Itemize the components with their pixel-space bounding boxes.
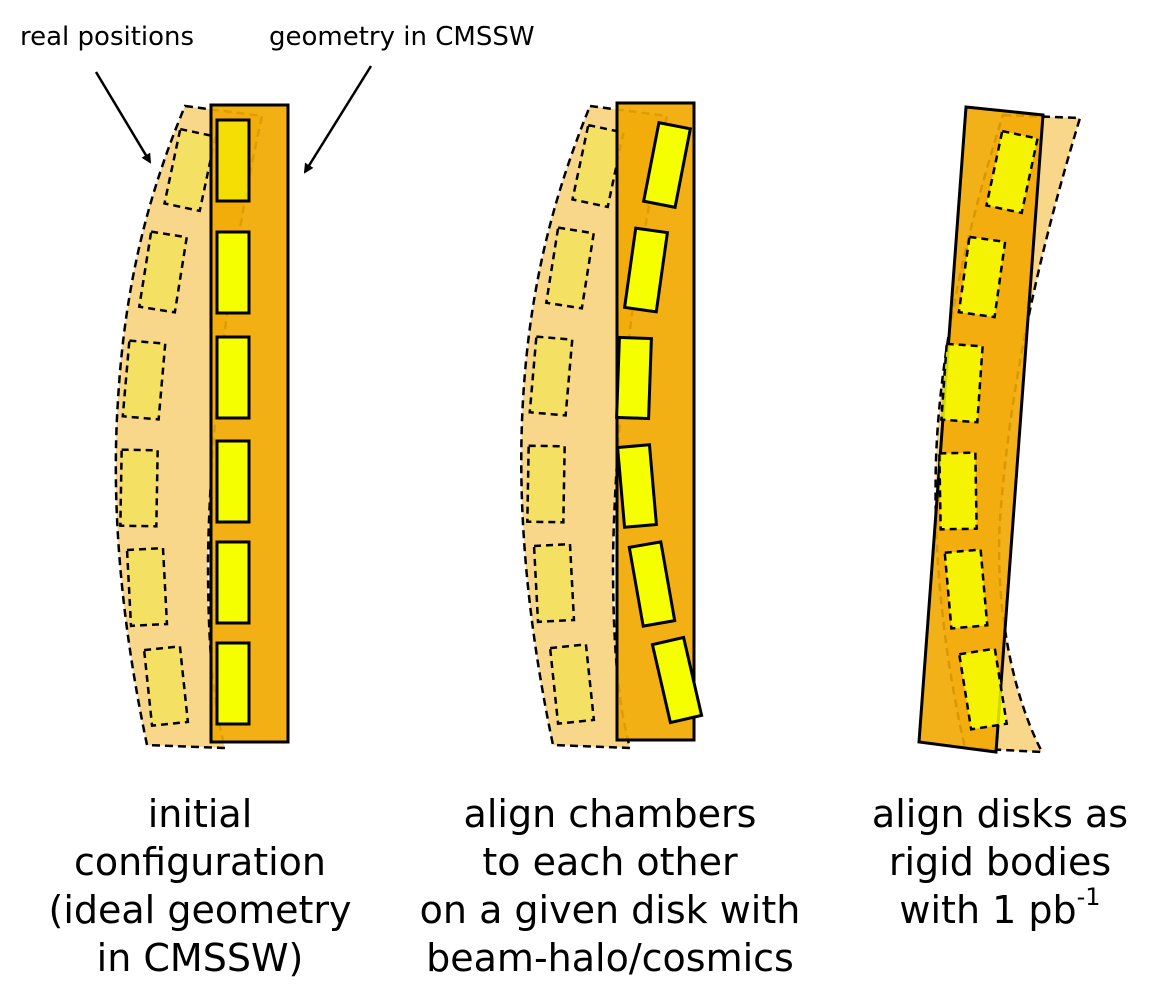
chamber bbox=[940, 342, 984, 424]
caption-align-disks: align disks as rigid bodies with 1 pb-1 bbox=[790, 790, 1167, 934]
chamber bbox=[957, 235, 1007, 319]
real-chamber bbox=[137, 230, 189, 314]
chamber bbox=[622, 226, 670, 314]
chamber bbox=[650, 635, 704, 725]
geometry-disk bbox=[209, 103, 290, 744]
chamber bbox=[957, 647, 1009, 731]
label-real-positions: real positions bbox=[20, 22, 195, 52]
panel-align-chambers bbox=[520, 101, 704, 750]
real-chamber bbox=[125, 546, 169, 628]
chamber bbox=[215, 230, 251, 315]
chamber bbox=[615, 443, 659, 529]
caption-line: (ideal geometry bbox=[48, 888, 352, 932]
caption-line: initial bbox=[147, 792, 253, 836]
caption-line: on a given disk with bbox=[419, 888, 801, 932]
chamber bbox=[215, 335, 251, 420]
arrow-geometry bbox=[303, 65, 373, 174]
chamber bbox=[985, 129, 1039, 215]
real-chambers bbox=[119, 127, 217, 728]
real-chamber bbox=[528, 335, 574, 417]
chamber bbox=[627, 540, 677, 628]
panel-initial-configuration bbox=[94, 65, 373, 750]
chamber bbox=[943, 548, 989, 630]
chamber bbox=[215, 641, 251, 726]
caption-line: configuration bbox=[73, 840, 327, 884]
caption-line: align chambers bbox=[463, 792, 757, 836]
chamber bbox=[641, 120, 693, 210]
caption-initial-configuration: initial configuration (ideal geometry in… bbox=[0, 790, 410, 982]
real-chamber bbox=[142, 644, 190, 728]
chamber bbox=[215, 439, 251, 524]
caption-line: align disks as bbox=[871, 792, 1129, 836]
caption-line: beam-halo/cosmics bbox=[426, 936, 794, 980]
chambers-rigid bbox=[938, 129, 1039, 731]
real-chamber bbox=[544, 226, 596, 310]
geometry-disk bbox=[615, 101, 696, 742]
caption-line: rigid bodies bbox=[888, 840, 1112, 884]
caption-luminosity-text: with 1 pb bbox=[899, 888, 1077, 932]
real-chamber bbox=[119, 448, 159, 528]
geometry-chambers bbox=[215, 118, 251, 726]
real-chamber bbox=[121, 339, 167, 421]
chamber bbox=[215, 540, 251, 625]
caption-line-luminosity: with 1 pb-1 bbox=[790, 883, 1167, 934]
label-geometry-in-cmssw: geometry in CMSSW bbox=[269, 22, 535, 52]
caption-line: in CMSSW) bbox=[96, 936, 304, 980]
real-chamber bbox=[163, 127, 217, 213]
panel-align-disks bbox=[917, 105, 1082, 754]
real-chambers bbox=[526, 123, 625, 726]
chamber bbox=[938, 451, 978, 531]
arrow-real-positions bbox=[94, 71, 152, 164]
real-chamber bbox=[532, 542, 576, 624]
chamber bbox=[215, 118, 251, 203]
caption-line: to each other bbox=[482, 840, 738, 884]
chamber bbox=[615, 335, 653, 421]
real-chamber bbox=[526, 444, 566, 524]
real-chamber bbox=[548, 642, 596, 726]
caption-align-chambers: align chambers to each other on a given … bbox=[400, 790, 820, 982]
aligned-chambers bbox=[615, 120, 704, 725]
caption-luminosity-exponent: -1 bbox=[1076, 883, 1101, 912]
